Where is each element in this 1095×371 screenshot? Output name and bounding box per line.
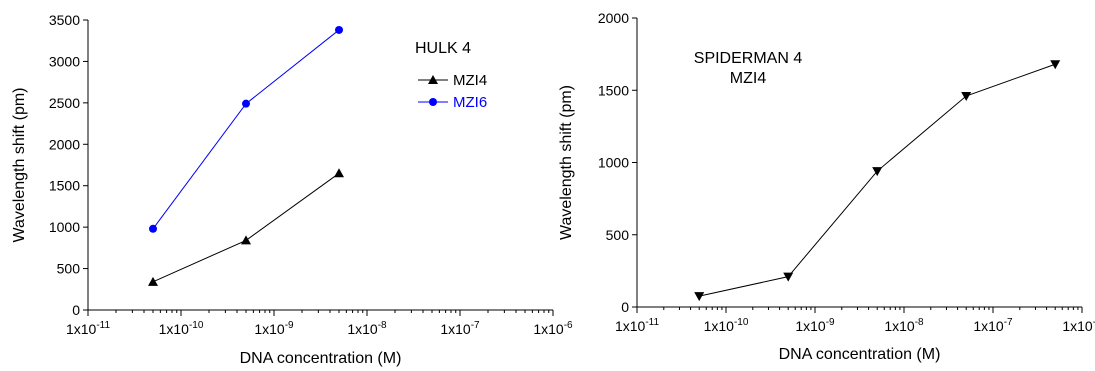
x-tick-label: 1x10-8	[347, 320, 387, 337]
y-tick-label: 1500	[49, 178, 80, 194]
y-tick-label: 2000	[49, 136, 80, 152]
y-tick-label: 1500	[598, 82, 629, 98]
data-point	[241, 235, 252, 245]
y-tick-label: 0	[621, 299, 629, 315]
series-line	[699, 63, 1056, 297]
series-line	[152, 172, 340, 283]
x-tick-label: 1x10-10	[704, 317, 749, 334]
legend: MZI4 MZI6	[418, 72, 487, 111]
x-tick-label: 1x10-10	[159, 320, 204, 337]
y-tick-label: 3000	[49, 53, 80, 69]
chart-annotation-line: MZI4	[730, 70, 767, 87]
chart-hulk-4: 0 500 1000 1500 2000 2500 3000 3500 1x10-11 1x10-…	[11, 12, 573, 367]
series-line	[152, 29, 340, 230]
y-tick-label: 500	[606, 227, 630, 243]
data-point	[783, 272, 794, 282]
x-tick-label: 1x10-7	[440, 320, 480, 337]
y-tick-label: 2000	[598, 10, 629, 26]
data-point	[334, 168, 345, 178]
series-mzi6	[149, 25, 344, 233]
x-tick-label: 1x10-11	[615, 317, 660, 334]
data-point	[335, 25, 344, 34]
data-point	[961, 92, 972, 102]
legend-entry: MZI6	[453, 94, 487, 111]
legend-marker	[428, 75, 438, 84]
y-tick-label: 0	[72, 302, 80, 318]
x-axis-label: DNA concentration (M)	[779, 346, 941, 363]
chart-spiderman-4: 0 500 1000 1500 2000 1x10-11 1x10-10 1x10-9 1x10…	[558, 10, 1095, 363]
data-point	[872, 167, 883, 177]
chart-annotation: HULK 4	[415, 40, 471, 57]
y-tick-label: 2500	[49, 95, 80, 111]
y-tick-label: 1000	[598, 155, 629, 171]
y-tick-label: 3500	[49, 12, 80, 28]
x-tick-label: 1x10-6	[533, 320, 573, 337]
legend-entry: MZI4	[453, 72, 487, 89]
x-tick-label: 1x10-8	[884, 317, 924, 334]
data-point	[148, 276, 159, 286]
x-tick-label: 1x10-7	[973, 317, 1013, 334]
x-tick-label: 1x10-9	[254, 320, 294, 337]
y-axis-label: Wavelength shift (pm)	[11, 87, 28, 242]
x-tick-label: 1x10-9	[795, 317, 835, 334]
x-tick-label: 1x10-6	[1062, 317, 1095, 334]
series-mzi4	[148, 168, 345, 286]
chart-annotation-line: SPIDERMAN 4	[694, 50, 803, 67]
y-tick-label: 500	[57, 261, 81, 277]
series-0	[694, 60, 1061, 302]
y-axis-label: Wavelength shift (pm)	[558, 85, 575, 240]
x-axis-label: DNA concentration (M)	[240, 350, 402, 367]
x-tick-label: 1x10-11	[66, 320, 111, 337]
data-point	[242, 99, 251, 108]
y-tick-label: 1000	[49, 219, 80, 235]
legend-marker	[429, 98, 437, 106]
data-point	[694, 292, 705, 302]
data-point	[1050, 60, 1061, 70]
data-point	[149, 224, 158, 233]
